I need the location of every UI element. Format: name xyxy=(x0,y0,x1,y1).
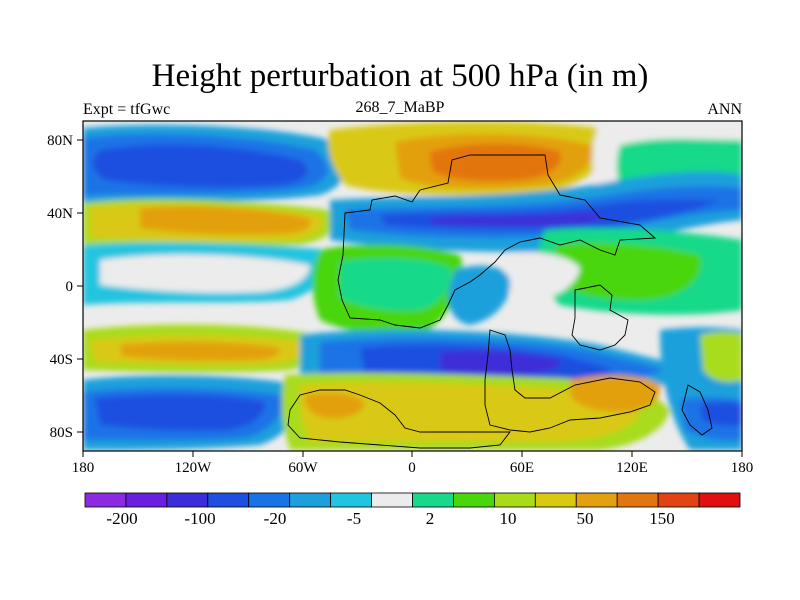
experiment-name: 268_7_MaBP xyxy=(355,99,445,116)
colorbar-swatch xyxy=(289,492,332,508)
lat-tick-labels: 80N 40N 0 40S 80S xyxy=(47,133,73,441)
lon-tick-labels: 180 120W 60W 0 60E 120E 180 xyxy=(72,460,754,476)
lon-label-180w: 180 xyxy=(72,460,95,476)
colorbar-swatch xyxy=(534,492,577,508)
colorbar-swatch xyxy=(575,492,618,508)
colorbar-label: 150 xyxy=(649,509,675,528)
lat-label-0: 0 xyxy=(66,279,74,295)
colorbar-swatch xyxy=(493,492,536,508)
lat-label-80n: 80N xyxy=(47,133,73,149)
season-label: ANN xyxy=(707,101,742,118)
continent-outlines xyxy=(287,154,713,449)
colorbar-label: -200 xyxy=(106,509,137,528)
lon-label-0: 0 xyxy=(408,460,416,476)
colorbar-swatch xyxy=(657,492,700,508)
colorbar-labels: -200 -100 -20 -5 2 10 50 150 xyxy=(106,509,674,528)
lon-label-60e: 60E xyxy=(510,460,534,476)
lat-label-80s: 80S xyxy=(50,425,73,441)
lat-label-40n: 40N xyxy=(47,206,73,222)
colorbar-swatch xyxy=(453,492,495,508)
colorbar-swatch xyxy=(84,492,127,508)
colorbar-label: -20 xyxy=(264,509,287,528)
colorbar-label: -100 xyxy=(184,509,215,528)
lon-label-180e: 180 xyxy=(731,460,754,476)
colorbar xyxy=(84,492,741,508)
colorbar-label: 2 xyxy=(426,509,435,528)
contour-field xyxy=(83,121,742,451)
plot-title: Height perturbation at 500 hPa (in m) xyxy=(151,58,649,94)
colorbar-swatch xyxy=(166,492,209,508)
colorbar-label: -5 xyxy=(347,509,361,528)
lat-tick-marks xyxy=(77,139,83,433)
colorbar-swatch xyxy=(616,492,659,508)
colorbar-swatch xyxy=(330,492,372,508)
colorbar-swatch xyxy=(248,492,291,508)
colorbar-label: 10 xyxy=(500,509,517,528)
lat-label-40s: 40S xyxy=(50,352,73,368)
lon-tick-marks xyxy=(82,451,743,457)
colorbar-label: 50 xyxy=(577,509,594,528)
lon-label-120w: 120W xyxy=(175,460,213,476)
colorbar-swatch xyxy=(698,492,741,508)
experiment-label: Expt = tfGwc xyxy=(83,101,171,118)
colorbar-swatch xyxy=(371,492,413,508)
lon-label-120e: 120E xyxy=(616,460,648,476)
lon-label-60w: 60W xyxy=(288,460,318,476)
colorbar-swatch xyxy=(125,492,168,508)
colorbar-swatch xyxy=(412,492,454,508)
colorbar-swatch xyxy=(207,492,250,508)
